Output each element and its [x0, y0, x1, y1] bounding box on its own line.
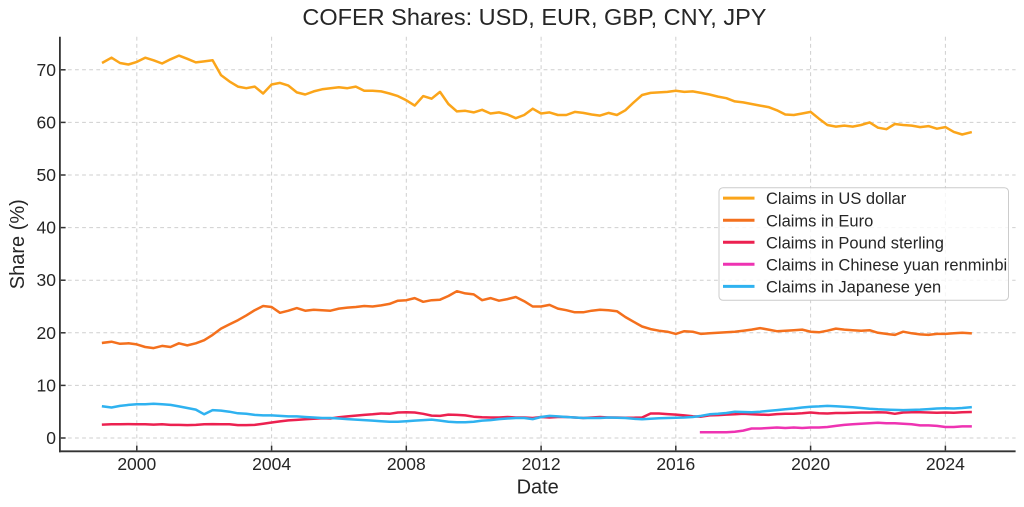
- svg-text:Claims in US dollar: Claims in US dollar: [766, 190, 907, 208]
- svg-text:Claims in Japanese yen: Claims in Japanese yen: [766, 279, 941, 297]
- svg-text:Claims in Euro: Claims in Euro: [766, 212, 873, 230]
- svg-text:Claims in Pound sterling: Claims in Pound sterling: [766, 234, 944, 252]
- svg-text:70: 70: [37, 60, 57, 80]
- svg-text:2024: 2024: [926, 454, 965, 474]
- svg-text:Date: Date: [517, 476, 559, 498]
- svg-text:COFER Shares: USD, EUR, GBP, C: COFER Shares: USD, EUR, GBP, CNY, JPY: [302, 4, 766, 30]
- svg-text:2000: 2000: [117, 454, 156, 474]
- svg-text:20: 20: [37, 323, 57, 343]
- svg-text:50: 50: [37, 165, 57, 185]
- svg-text:2008: 2008: [387, 454, 426, 474]
- svg-text:0: 0: [46, 428, 56, 448]
- svg-text:Share (%): Share (%): [7, 199, 29, 289]
- svg-text:40: 40: [37, 218, 57, 238]
- svg-text:2012: 2012: [522, 454, 561, 474]
- svg-text:10: 10: [37, 375, 57, 395]
- svg-text:2004: 2004: [252, 454, 291, 474]
- svg-text:2020: 2020: [791, 454, 830, 474]
- svg-text:Claims in Chinese yuan renminb: Claims in Chinese yuan renminbi: [766, 256, 1007, 274]
- svg-text:30: 30: [37, 270, 57, 290]
- svg-text:60: 60: [37, 112, 57, 132]
- svg-text:2016: 2016: [656, 454, 695, 474]
